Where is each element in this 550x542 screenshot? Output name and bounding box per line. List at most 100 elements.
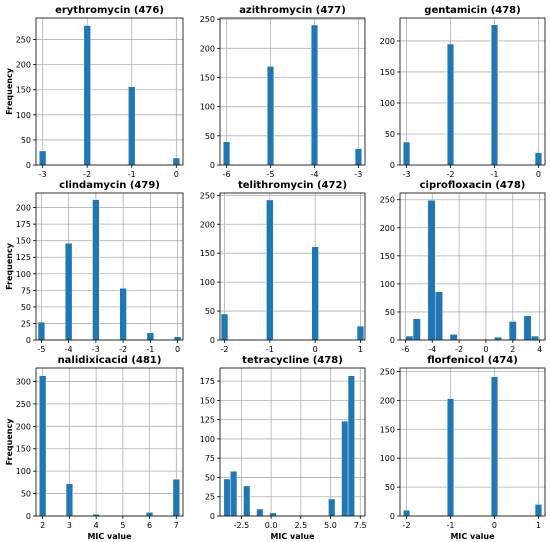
x-axis-label: MIC value xyxy=(270,532,315,541)
subplot-title: azithromycin (477) xyxy=(239,5,346,16)
histogram-bar xyxy=(223,478,231,517)
histogram-bar xyxy=(256,508,264,517)
histogram-bar xyxy=(447,43,455,166)
histogram-bar xyxy=(427,200,436,341)
histogram-bar xyxy=(449,334,458,341)
y-tick-label: 0 xyxy=(210,161,215,170)
x-tick-label: 4 xyxy=(537,345,542,354)
histogram-bar xyxy=(447,398,455,517)
histogram-bar xyxy=(83,25,91,166)
y-tick-label: 25 xyxy=(21,319,31,328)
subplot-title: gentamicin (478) xyxy=(424,5,520,16)
y-tick-label: 75 xyxy=(21,286,31,295)
histogram-bar xyxy=(508,321,517,341)
y-tick-label: 150 xyxy=(200,396,215,405)
histogram-bar xyxy=(128,86,136,166)
y-tick-label: 250 xyxy=(200,191,215,200)
x-tick-label: 5 xyxy=(120,521,125,530)
y-tick-label: 150 xyxy=(380,68,395,77)
x-tick-label: -5 xyxy=(37,345,45,354)
histogram-bar xyxy=(243,485,251,517)
subplot-5: -6 -4 -2 0 2 4 0 50 100 150 200 250 ciprofloxacin (4… xyxy=(380,180,546,354)
axes-frame xyxy=(35,17,184,166)
y-tick-label: 100 xyxy=(200,103,215,112)
x-tick-label: 0 xyxy=(313,345,318,354)
subplot-title: clindamycin (479) xyxy=(59,180,160,191)
histogram-bar xyxy=(490,376,498,517)
x-tick-label: -6 xyxy=(401,345,409,354)
y-tick-label: 200 xyxy=(380,37,395,46)
x-tick-label: -3 xyxy=(354,170,362,179)
y-tick-label: 150 xyxy=(16,86,31,95)
y-tick-label: 0 xyxy=(390,336,395,345)
y-tick-label: 200 xyxy=(200,220,215,229)
y-tick-label: 100 xyxy=(16,270,31,279)
y-tick-label: 50 xyxy=(21,136,31,145)
x-tick-label: 0 xyxy=(174,170,179,179)
subplot-title: florfenicol (474) xyxy=(427,355,518,366)
histogram-bar xyxy=(347,375,355,517)
histogram-bar xyxy=(490,24,498,166)
histogram-bar xyxy=(266,199,274,341)
x-tick-label: -1 xyxy=(447,521,455,530)
y-tick-label: 200 xyxy=(16,61,31,70)
subplot-title: ciprofloxacin (478) xyxy=(420,180,526,191)
x-tick-label: -2.5 xyxy=(234,521,250,530)
y-tick-label: 0 xyxy=(26,336,31,345)
x-tick-label: 0.0 xyxy=(265,521,278,530)
x-axis-label: MIC value xyxy=(87,532,132,541)
x-tick-label: -4 xyxy=(310,170,318,179)
x-tick-label: 4 xyxy=(94,521,99,530)
histogram-bar xyxy=(435,291,443,341)
subplot-title: tetracycline (478) xyxy=(242,355,343,366)
histogram-bar xyxy=(311,246,319,341)
y-tick-label: 0 xyxy=(390,512,395,521)
y-tick-label: 50 xyxy=(385,308,395,317)
x-tick-label: -2 xyxy=(83,170,91,179)
x-tick-label: -2 xyxy=(403,521,411,530)
histogram-bar xyxy=(354,148,362,166)
histogram-bar xyxy=(267,66,275,166)
x-tick-label: -3 xyxy=(39,170,47,179)
x-tick-label: -1 xyxy=(266,345,274,354)
histogram-bar xyxy=(119,288,127,341)
y-tick-label: 125 xyxy=(200,416,215,425)
y-tick-label: 150 xyxy=(380,252,395,261)
subplot-3: -5 -4 -3 -2 -1 0 0 25 50 75 100 125 150 175 200 clindam… xyxy=(5,180,184,354)
y-tick-label: 0 xyxy=(26,512,31,521)
y-tick-label: 100 xyxy=(380,454,395,463)
histogram-bar xyxy=(269,512,277,517)
y-tick-label: 150 xyxy=(16,445,31,454)
x-axis-label: MIC value xyxy=(450,532,495,541)
histogram-bar xyxy=(172,157,180,166)
histogram-bar xyxy=(220,313,229,341)
x-tick-label: 1 xyxy=(536,521,541,530)
y-tick-label: 250 xyxy=(16,400,31,409)
y-tick-label: 100 xyxy=(200,435,215,444)
y-tick-label: 250 xyxy=(16,36,31,45)
histogram-bar xyxy=(403,141,411,166)
y-tick-label: 100 xyxy=(380,99,395,108)
histogram-bar xyxy=(223,141,231,166)
axes-frame xyxy=(399,367,546,517)
y-tick-label: 300 xyxy=(16,377,31,386)
y-tick-label: 175 xyxy=(16,220,31,229)
subplot-8: -2 -1 0 1 0 50 100 150 200 250 florfenicol (474) MI… xyxy=(380,355,546,541)
subplot-0: -3 -2 -1 0 0 50 100 150 200 250 erythromycin (476)… xyxy=(5,5,184,179)
histogram-bar xyxy=(534,504,542,517)
y-tick-label: 250 xyxy=(380,196,395,205)
y-tick-label: 125 xyxy=(16,253,31,262)
histogram-bar xyxy=(403,510,411,517)
y-axis-label: Frequency xyxy=(5,67,14,115)
y-tick-label: 50 xyxy=(205,132,215,141)
y-tick-label: 50 xyxy=(385,130,395,139)
subplot-4: -2 -1 0 1 0 50 100 150 200 250 telithromycin (472) xyxy=(200,180,366,354)
y-tick-label: 200 xyxy=(380,224,395,233)
y-tick-label: 200 xyxy=(16,204,31,213)
x-tick-label: 7 xyxy=(174,521,179,530)
y-tick-label: 250 xyxy=(200,15,215,24)
x-tick-label: 2 xyxy=(510,345,515,354)
x-tick-label: -4 xyxy=(65,345,73,354)
y-tick-label: 25 xyxy=(205,493,215,502)
